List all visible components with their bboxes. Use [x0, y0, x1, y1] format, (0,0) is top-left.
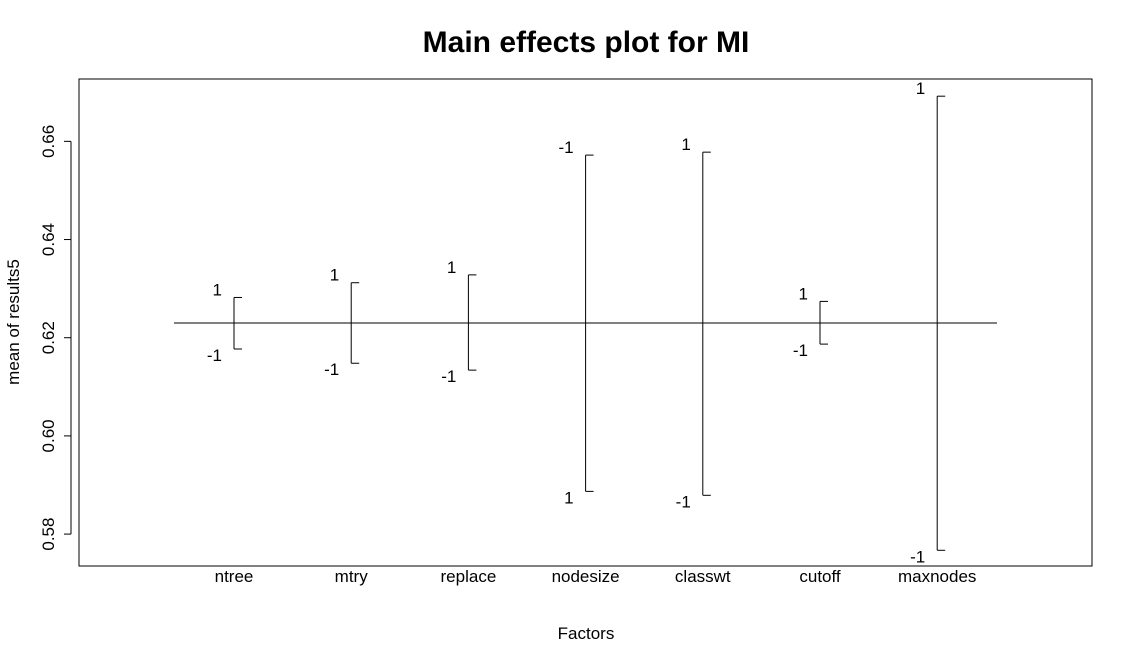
level-label-cutoff: -1 — [793, 341, 808, 360]
level-label-classwt: -1 — [676, 492, 691, 511]
x-tick-label-maxnodes: maxnodes — [898, 567, 976, 586]
y-tick-label: 0.58 — [39, 518, 58, 551]
effect-mtry: 1 -1 — [324, 266, 360, 379]
x-tick-label-nodesize: nodesize — [552, 567, 620, 586]
effect-ntree: 1 -1 — [207, 280, 242, 365]
chart-title: Main effects plot for MI — [423, 26, 750, 59]
x-tick-label-replace: replace — [441, 567, 497, 586]
level-label-maxnodes: -1 — [910, 547, 925, 566]
level-label-maxnodes: 1 — [916, 79, 925, 98]
level-label-classwt: 1 — [681, 135, 690, 154]
effect-maxnodes: 1 -1 — [910, 79, 946, 566]
effect-classwt: 1 -1 — [676, 135, 711, 511]
level-label-replace: 1 — [447, 258, 456, 277]
effect-cutoff: 1 -1 — [793, 284, 828, 360]
effect-nodesize: -1 1 — [558, 138, 594, 507]
level-label-nodesize: -1 — [558, 138, 573, 157]
x-tick-label-ntree: ntree — [215, 567, 254, 586]
level-label-cutoff: 1 — [799, 284, 808, 303]
effect-replace: 1 -1 — [441, 258, 477, 386]
effects-group: 1 -1 1 -1 1 -1 -1 1 1 -1 1 -1 1 -1 — [207, 79, 946, 566]
level-label-mtry: 1 — [330, 266, 339, 285]
x-tick-label-classwt: classwt — [675, 567, 731, 586]
x-tick-label-mtry: mtry — [335, 567, 369, 586]
level-label-replace: -1 — [441, 367, 456, 386]
x-axis: ntree mtry replace nodesize classwt cutoff max… — [215, 567, 977, 586]
level-label-nodesize: 1 — [564, 488, 573, 507]
level-label-ntree: 1 — [213, 280, 222, 299]
y-tick-label: 0.64 — [39, 223, 58, 256]
y-tick-label: 0.60 — [39, 419, 58, 452]
plot-frame — [78, 78, 1093, 567]
x-axis-label: Factors — [558, 624, 615, 643]
level-label-mtry: -1 — [324, 360, 339, 379]
y-tick-label: 0.66 — [39, 125, 58, 158]
y-axis-label: mean of results5 — [4, 259, 23, 385]
y-axis: 0.58 0.60 0.62 0.64 0.66 — [39, 125, 72, 551]
x-tick-label-cutoff: cutoff — [799, 567, 841, 586]
level-label-ntree: -1 — [207, 346, 222, 365]
y-tick-label: 0.62 — [39, 321, 58, 354]
